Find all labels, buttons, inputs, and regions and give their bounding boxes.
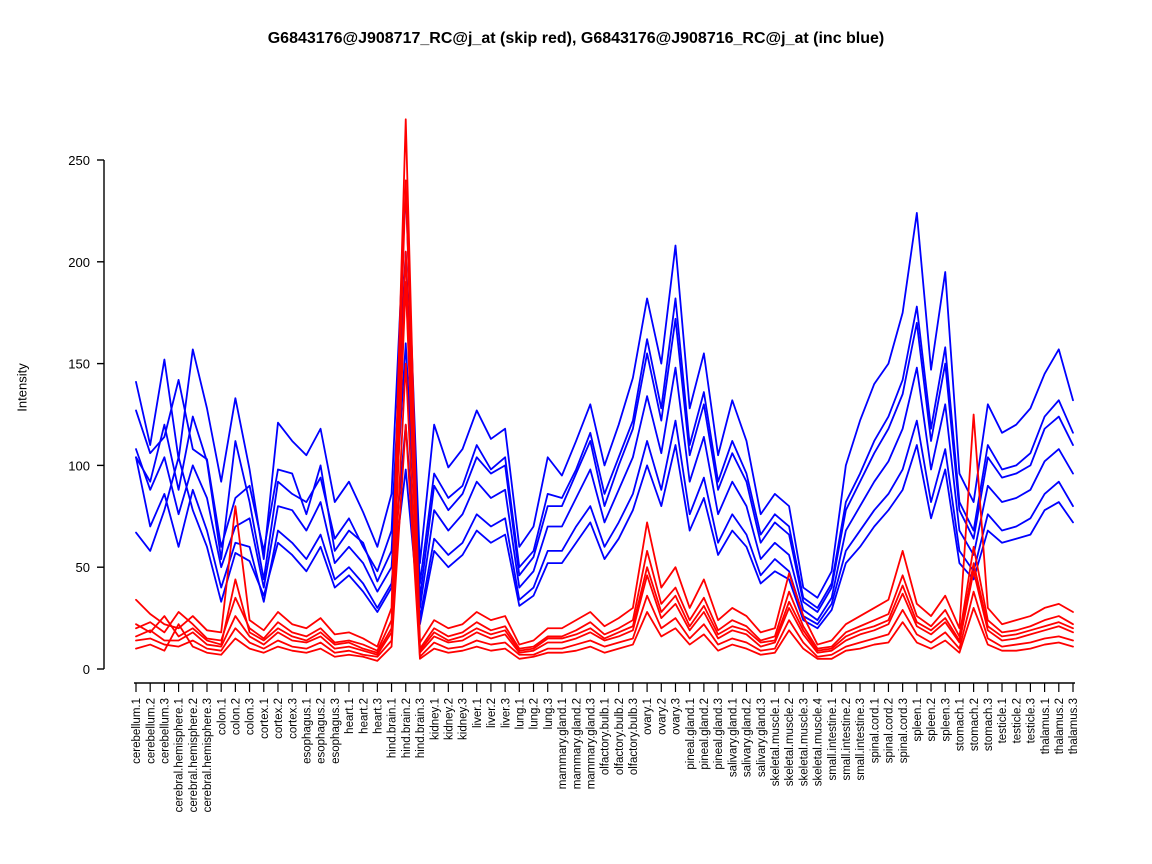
chart-title: G6843176@J908717_RC@j_at (skip red), G68… [267,30,885,47]
y-tick-label: 150 [68,357,90,372]
y-tick-label: 0 [83,662,90,677]
series-line [135,118,1074,648]
series-line [135,423,1074,662]
x-tick-label: cerebral.hemisphere.3 [202,698,214,812]
x-tick-label: kidney.3 [458,698,470,740]
data-series-group [135,118,1074,662]
y-tick-label: 250 [68,153,90,168]
x-tick-label: stomach.3 [983,698,995,751]
x-tick-label: spinal.cord.3 [898,698,910,763]
x-tick-label: spinal.cord.2 [884,698,896,763]
x-tick-label: heart.3 [372,698,384,734]
x-tick-label: lung.1 [514,698,526,729]
x-tick-label: thalamus.3 [1068,698,1080,754]
x-tick-label: mammary.gland.2 [571,698,583,789]
x-tick-label: spleen.1 [912,698,924,741]
x-tick-label: cerebral.hemisphere.1 [174,698,186,812]
x-tick-label: olfactory.bulb.2 [614,698,626,775]
x-tick-label: small.intestine.1 [827,698,839,780]
x-tick-label: thalamus.1 [1040,698,1052,754]
x-tick-label: cortex.1 [259,698,271,739]
x-tick-label: spleen.3 [940,698,952,741]
x-tick-label: esophagus.3 [330,698,342,764]
x-tick-label: liver.2 [486,698,498,728]
series-line [135,250,1074,654]
x-tick-label: testicle.3 [1026,698,1038,743]
series-line [135,250,1074,609]
series-line [135,342,1074,622]
x-tick-label: pineal.gland.2 [699,698,711,770]
x-tick-label: esophagus.2 [316,698,328,764]
series-line [135,419,1074,626]
x-tick-label: stomach.1 [955,698,967,751]
series-line [135,444,1074,630]
x-tick-label: pineal.gland.3 [713,698,725,770]
y-tick-label: 50 [76,560,90,575]
x-axis [134,682,1075,692]
x-tick-label: colon.1 [216,698,228,735]
x-tick-label: pineal.gland.1 [685,698,697,770]
x-tick-label: esophagus.1 [302,698,314,764]
x-tick-label: skeletal.muscle.1 [770,698,782,786]
x-tick-label: colon.2 [231,698,243,735]
x-tick-label: salivary.gland.1 [727,698,739,777]
x-tick-label: kidney.1 [429,698,441,740]
x-tick-label: ovary.3 [671,698,683,735]
x-tick-label: skeletal.muscle.3 [798,698,810,786]
x-tick-label: liver.1 [472,698,484,728]
x-tick-label: lung.3 [543,698,555,729]
x-tick-label: cortex.2 [273,698,285,739]
x-tick-label: mammary.gland.1 [557,698,569,789]
x-tick-label: cerebellum.2 [145,698,157,764]
y-tick-label: 100 [68,458,90,473]
series-line [135,179,1074,652]
y-axis: 0 50 100 150 200 250 [68,153,105,677]
x-tick-label: olfactory.bulb.1 [600,698,612,775]
series-line [135,281,1074,656]
series-line [135,189,1074,599]
x-tick-label: cerebral.hemisphere.2 [188,698,200,812]
x-tick-labels: cerebellum.1 cerebellum.2 cerebellum.3 cere… [131,697,1080,812]
x-tick-label: testicle.2 [1011,698,1023,743]
x-tick-label: liver.3 [500,698,512,728]
x-tick-label: ovary.2 [656,698,668,735]
x-tick-label: hind.brain.1 [387,698,399,758]
x-tick-label: heart.1 [344,698,356,734]
series-line [135,281,1074,613]
x-tick-label: olfactory.bulb.3 [628,698,640,775]
x-tick-label: mammary.gland.3 [585,698,597,789]
series-line [135,362,1074,658]
x-tick-label: kidney.2 [443,698,455,740]
x-tick-label: cerebellum.3 [160,698,172,764]
x-tick-label: small.intestine.2 [841,698,853,780]
y-tick-label: 200 [68,255,90,270]
x-tick-label: salivary.gland.2 [742,698,754,777]
x-tick-label: testicle.1 [997,698,1009,743]
x-tick-label: lung.2 [529,698,541,729]
x-tick-label: cortex.3 [287,698,299,739]
x-tick-label: hind.brain.3 [415,698,427,758]
x-tick-label: small.intestine.3 [855,698,867,780]
x-tick-label: salivary.gland.3 [756,698,768,777]
x-tick-label: spinal.cord.1 [869,698,881,763]
x-tick-label: thalamus.2 [1054,698,1066,754]
x-tick-label: hind.brain.2 [401,698,413,758]
x-tick-label: skeletal.muscle.4 [813,697,825,786]
x-tick-label: heart.2 [358,698,370,734]
x-tick-label: stomach.2 [969,698,981,751]
x-tick-label: spleen.2 [926,698,938,741]
x-tick-label: ovary.1 [642,698,654,735]
x-tick-label: skeletal.muscle.2 [784,698,796,786]
x-tick-label: cerebellum.1 [131,698,143,764]
x-tick-label: colon.3 [245,698,257,735]
